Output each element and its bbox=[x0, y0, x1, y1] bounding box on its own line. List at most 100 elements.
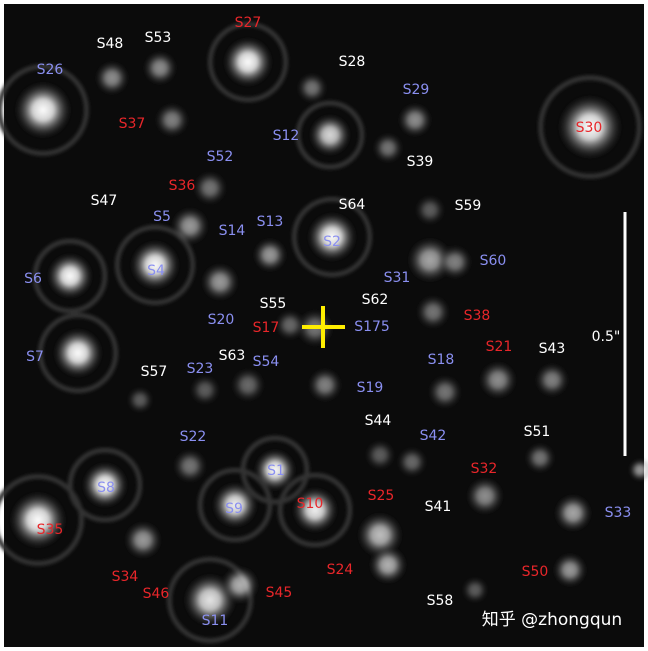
star bbox=[396, 446, 428, 478]
star bbox=[129, 239, 181, 291]
star bbox=[524, 442, 556, 474]
star-label: S175 bbox=[354, 319, 390, 335]
star-label: S47 bbox=[91, 193, 118, 209]
stars bbox=[0, 21, 648, 644]
star bbox=[414, 194, 446, 226]
star-label: S52 bbox=[207, 149, 234, 165]
star-label: S64 bbox=[339, 197, 366, 213]
star-label: S12 bbox=[273, 128, 300, 144]
star-halo bbox=[538, 75, 642, 179]
star-label: S58 bbox=[427, 593, 454, 609]
star bbox=[296, 72, 328, 104]
star bbox=[478, 360, 518, 400]
star-label: S5 bbox=[153, 209, 171, 225]
star-label: S28 bbox=[339, 54, 366, 70]
star bbox=[81, 461, 129, 509]
watermark: 知乎 @zhongqun bbox=[482, 610, 622, 630]
star-label: S8 bbox=[97, 480, 115, 496]
star-label: S10 bbox=[297, 496, 324, 512]
star-halo bbox=[0, 474, 84, 566]
star bbox=[46, 252, 94, 300]
star-label: S44 bbox=[365, 413, 392, 429]
star bbox=[220, 565, 260, 605]
star bbox=[123, 520, 163, 560]
star bbox=[126, 386, 154, 414]
star bbox=[364, 439, 396, 471]
star bbox=[274, 309, 306, 341]
cross-marker bbox=[302, 306, 345, 348]
star-label: S7 bbox=[26, 349, 44, 365]
star bbox=[556, 93, 624, 161]
star-halo bbox=[295, 100, 365, 170]
star-halo bbox=[67, 447, 143, 523]
star-label: S43 bbox=[539, 341, 566, 357]
star-label: S51 bbox=[524, 424, 551, 440]
star bbox=[211, 481, 259, 529]
star-label: S19 bbox=[357, 380, 384, 396]
star-label: S11 bbox=[202, 613, 229, 629]
star-label: S26 bbox=[37, 62, 64, 78]
star bbox=[253, 448, 297, 492]
star-halo bbox=[32, 238, 108, 314]
star-halo bbox=[207, 21, 289, 103]
star-halo bbox=[37, 312, 119, 394]
star-label: S48 bbox=[97, 36, 124, 52]
star-label: S20 bbox=[208, 312, 235, 328]
star bbox=[230, 367, 266, 403]
star-label: S41 bbox=[425, 499, 452, 515]
star-label: S4 bbox=[147, 263, 165, 279]
star-label: S34 bbox=[112, 569, 139, 585]
star bbox=[437, 244, 473, 280]
star bbox=[172, 448, 208, 484]
star-label: S2 bbox=[323, 234, 341, 250]
star bbox=[427, 374, 463, 410]
star-label: S21 bbox=[486, 339, 513, 355]
star-halo bbox=[0, 64, 89, 156]
star-halo bbox=[114, 224, 196, 306]
star-label: S63 bbox=[219, 348, 246, 364]
star-label: S6 bbox=[24, 271, 42, 287]
star bbox=[307, 367, 343, 403]
star bbox=[368, 545, 408, 585]
star-halo bbox=[197, 467, 273, 543]
star-label: S50 bbox=[522, 564, 549, 580]
star-label: S38 bbox=[464, 308, 491, 324]
star-label: S13 bbox=[257, 214, 284, 230]
star bbox=[291, 486, 339, 534]
star bbox=[170, 206, 210, 246]
star bbox=[372, 132, 404, 164]
star bbox=[534, 362, 570, 398]
star-label: S39 bbox=[407, 154, 434, 170]
star-label: S33 bbox=[605, 505, 632, 521]
star bbox=[415, 294, 451, 330]
star bbox=[306, 211, 358, 263]
star bbox=[189, 374, 221, 406]
star bbox=[200, 262, 240, 302]
star bbox=[628, 458, 648, 482]
star bbox=[461, 576, 489, 604]
star-label: S30 bbox=[576, 120, 603, 136]
star bbox=[222, 36, 274, 88]
star-label: S60 bbox=[480, 253, 507, 269]
star-label: S32 bbox=[471, 461, 498, 477]
star-halo bbox=[277, 472, 353, 548]
star-label: S53 bbox=[145, 30, 172, 46]
star bbox=[13, 80, 73, 140]
star-label: S37 bbox=[119, 116, 146, 132]
star-halo bbox=[291, 196, 373, 278]
star bbox=[142, 50, 178, 86]
star bbox=[552, 552, 588, 588]
star-label: S31 bbox=[384, 270, 411, 286]
star bbox=[308, 113, 352, 157]
star bbox=[553, 493, 593, 533]
star-label: S45 bbox=[266, 585, 293, 601]
star-label: S36 bbox=[169, 178, 196, 194]
star bbox=[397, 102, 433, 138]
star-label: S18 bbox=[428, 352, 455, 368]
star-label: 0.5" bbox=[592, 329, 621, 345]
labels: S48 S53 S28 S39 S47 S64 S59 S55 S62 S63 S57 S43 S44 S… bbox=[24, 15, 631, 629]
star-label: S25 bbox=[368, 488, 395, 504]
star-label: S14 bbox=[219, 223, 246, 239]
star-label: S29 bbox=[403, 82, 430, 98]
